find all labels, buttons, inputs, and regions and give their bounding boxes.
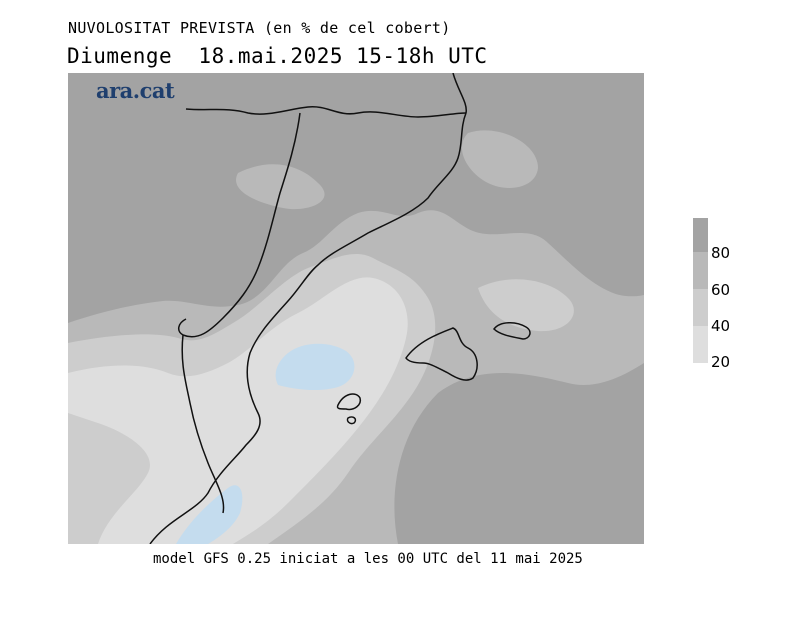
cloud-band-80-100-sea: [394, 363, 644, 544]
model-run-note: model GFS 0.25 iniciat a les 00 UTC del …: [153, 551, 583, 567]
mallorca-coast: [405, 327, 478, 381]
cloud-band-60-80-northeast: [461, 130, 538, 188]
coastlines-and-borders: [149, 73, 531, 544]
legend-tick-20: 20: [711, 353, 731, 371]
ebro-region-border: [178, 112, 301, 514]
formentera-coast: [346, 416, 357, 425]
forecast-date-subtitle: Diumenge 18.mai.2025 15-18h UTC: [67, 44, 488, 68]
cloud-band-40-60-east: [478, 279, 574, 332]
legend-band-40-60: [693, 289, 708, 326]
map-title: NUVOLOSITAT PREVISTA (en % de cel cobert…: [68, 19, 451, 37]
map-graphic: [68, 73, 644, 544]
legend-band-20-40: [693, 326, 708, 363]
legend-tick-80: 80: [711, 244, 731, 262]
cloud-band-0-20-a: [275, 343, 355, 391]
legend-tick-40: 40: [711, 317, 731, 335]
ibiza-coast: [336, 393, 362, 411]
legend-tick-60: 60: [711, 281, 731, 299]
cloud-cover-legend: [693, 218, 708, 363]
menorca-coast: [493, 322, 531, 340]
cloud-cover-map: ara.cat: [68, 73, 644, 544]
legend-band-80-100: [693, 218, 708, 252]
cloud-band-60-80-north: [236, 164, 325, 210]
legend-band-60-80: [693, 252, 708, 289]
cloud-band-0-20-b: [176, 485, 243, 544]
ara-cat-logo: ara.cat: [96, 78, 175, 103]
france-border: [185, 106, 467, 118]
coast-north-east: [149, 73, 467, 544]
